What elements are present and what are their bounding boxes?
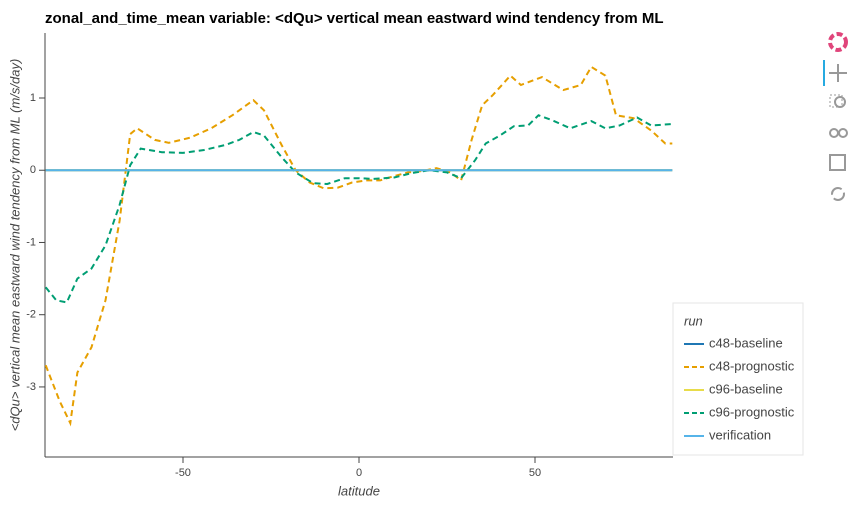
legend-box <box>672 302 804 456</box>
legend-label: c96-prognostic <box>709 404 795 419</box>
y-tick-label: -1 <box>26 236 36 248</box>
series-line <box>44 114 673 304</box>
toolbar <box>823 32 848 201</box>
y-tick-label: -3 <box>26 381 36 393</box>
bokeh-logo[interactable] <box>828 32 848 52</box>
legend-label: c48-baseline <box>709 335 783 350</box>
legend-label: c96-baseline <box>709 381 783 396</box>
chart-title: zonal_and_time_mean variable: <dQu> vert… <box>45 10 664 27</box>
wheel-zoom-tool[interactable] <box>829 128 848 138</box>
y-axis-label: <dQu> vertical mean eastward wind tenden… <box>7 59 22 432</box>
legend-label: c48-prognostic <box>709 358 795 373</box>
x-tick-label: 0 <box>356 467 362 479</box>
series-line <box>44 65 673 427</box>
y-tick-label: 0 <box>30 164 36 176</box>
pan-tool[interactable] <box>829 64 847 82</box>
x-tick-label: 50 <box>529 467 541 479</box>
save-tool[interactable] <box>829 154 846 171</box>
reset-tool[interactable] <box>831 187 845 201</box>
x-axis-label: latitude <box>338 483 380 498</box>
box-zoom-tool[interactable] <box>829 94 846 108</box>
legend-title: run <box>684 313 703 328</box>
x-tick-label: -50 <box>175 467 191 479</box>
legend-label: verification <box>709 427 771 442</box>
y-tick-label: 1 <box>30 92 36 104</box>
y-tick-label: -2 <box>26 309 36 321</box>
